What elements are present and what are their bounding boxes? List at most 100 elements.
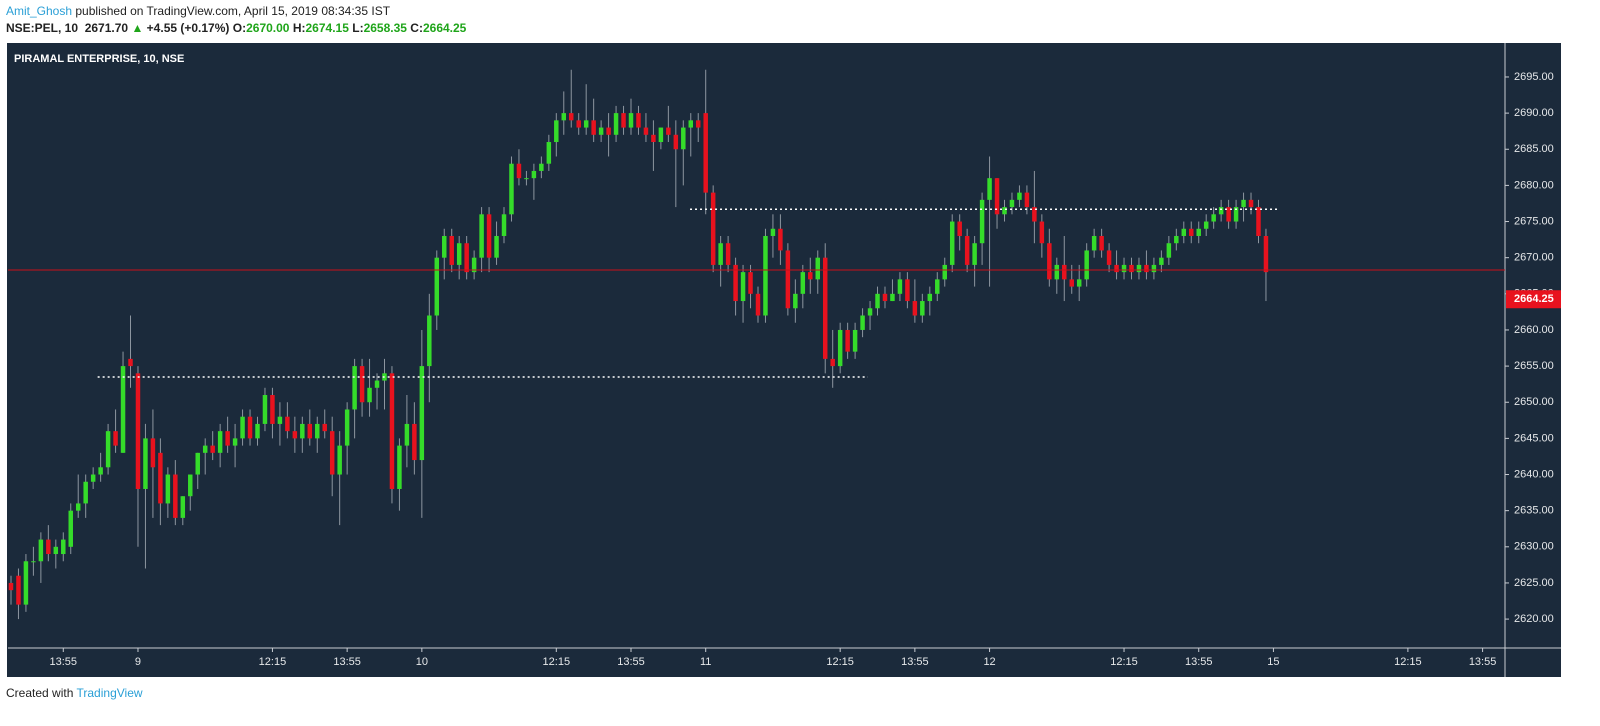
candle-body (912, 301, 918, 316)
y-tick-label: 2655.00 (1514, 360, 1554, 372)
quote-line: NSE:PEL, 10 2671.70 ▲ +4.55 (+0.17%) O:2… (6, 21, 466, 35)
candle-body (1196, 228, 1201, 236)
y-tick-label: 2640.00 (1514, 468, 1554, 480)
y-tick-label: 2620.00 (1514, 613, 1554, 625)
candle-body (1248, 199, 1254, 208)
x-tick-label: 12:15 (259, 656, 287, 668)
candle-body (778, 228, 783, 251)
y-tick-label: 2635.00 (1514, 505, 1554, 517)
candle-body (232, 438, 238, 446)
candle-body (785, 250, 791, 309)
candle-body (53, 546, 59, 555)
candle-body (113, 431, 118, 446)
candle-body (247, 416, 253, 439)
candle-body (539, 163, 544, 171)
y-tick-label: 2690.00 (1514, 107, 1554, 119)
candle-body (262, 395, 268, 424)
candle-body (1211, 214, 1216, 222)
candle-body (524, 178, 529, 180)
candle-body (285, 416, 290, 432)
candle-body (606, 127, 611, 135)
candle-body (374, 380, 380, 388)
x-tick-label: 12:15 (1394, 656, 1422, 668)
candle-body (1136, 264, 1142, 273)
candle-body (292, 431, 298, 439)
price: 2671.70 (84, 21, 129, 35)
candle-body (1106, 250, 1112, 265)
y-tick-label: 2650.00 (1514, 396, 1554, 408)
candle-body (90, 474, 96, 482)
candle-body (464, 243, 469, 273)
candle-body (867, 308, 873, 316)
last-price-box (1506, 290, 1561, 309)
candle-body (972, 243, 977, 265)
candle-body (1181, 228, 1187, 236)
y-tick-label: 2695.00 (1514, 71, 1554, 83)
candle-body (666, 127, 671, 135)
open: 2670.00 (246, 21, 290, 35)
candle-body (688, 120, 694, 128)
candle-body (569, 113, 574, 121)
y-tick-label: 2630.00 (1514, 541, 1554, 553)
candle-body (210, 445, 215, 453)
candle-body (389, 373, 395, 489)
candle-body (8, 582, 14, 591)
candle-body (1069, 279, 1074, 287)
brand[interactable]: TradingView (76, 686, 143, 700)
candle-body (882, 293, 888, 302)
candle-body (471, 257, 477, 273)
y-tick-label: 2685.00 (1514, 143, 1554, 155)
candle-body (957, 221, 962, 236)
c-label: C: (410, 21, 423, 35)
candle-body (979, 199, 985, 244)
candle-body (1218, 207, 1224, 215)
candle-body (277, 416, 283, 424)
x-tick-label: 9 (135, 656, 141, 668)
candle-body (636, 113, 641, 128)
candle-body (479, 214, 484, 258)
candle-body (352, 366, 357, 410)
candle-body (105, 431, 111, 468)
candle-body (949, 221, 955, 265)
candle-body (1047, 243, 1052, 280)
candle-body (1263, 235, 1269, 273)
chart-background (7, 43, 1561, 677)
candle-body (755, 293, 761, 316)
candle-body (404, 423, 410, 446)
candle-body (905, 279, 910, 302)
candle-body (875, 293, 880, 309)
author[interactable]: Amit_Ghosh (6, 4, 73, 18)
candle-body (158, 452, 163, 504)
candle-body (344, 409, 350, 446)
candle-body (942, 264, 947, 280)
x-tick-label: 13:55 (50, 656, 78, 668)
candle-body (38, 539, 44, 562)
candle-body (598, 127, 604, 135)
candle-body (337, 445, 342, 475)
candle-body (987, 178, 992, 200)
candle-body (1256, 207, 1261, 236)
candle-body (837, 329, 843, 367)
candle-body (225, 431, 230, 446)
candle-body (576, 120, 581, 128)
candle-body (1233, 207, 1239, 222)
candle-body (673, 134, 679, 150)
y-tick-label: 2675.00 (1514, 215, 1554, 227)
h-label: H: (292, 21, 306, 35)
candle-body (150, 438, 156, 468)
x-tick-label: 13:55 (901, 656, 929, 668)
candle-body (412, 423, 417, 461)
candle-body (658, 127, 664, 143)
candle-body (367, 387, 372, 403)
candle-body (23, 561, 29, 605)
x-tick-label: 12 (983, 656, 995, 668)
candle-body (255, 423, 260, 439)
candle-body (613, 113, 619, 135)
candle-body (270, 395, 275, 424)
candle-body (128, 358, 133, 367)
y-tick-label: 2680.00 (1514, 179, 1554, 191)
created: Created with (6, 686, 74, 700)
x-tick-label: 10 (416, 656, 428, 668)
